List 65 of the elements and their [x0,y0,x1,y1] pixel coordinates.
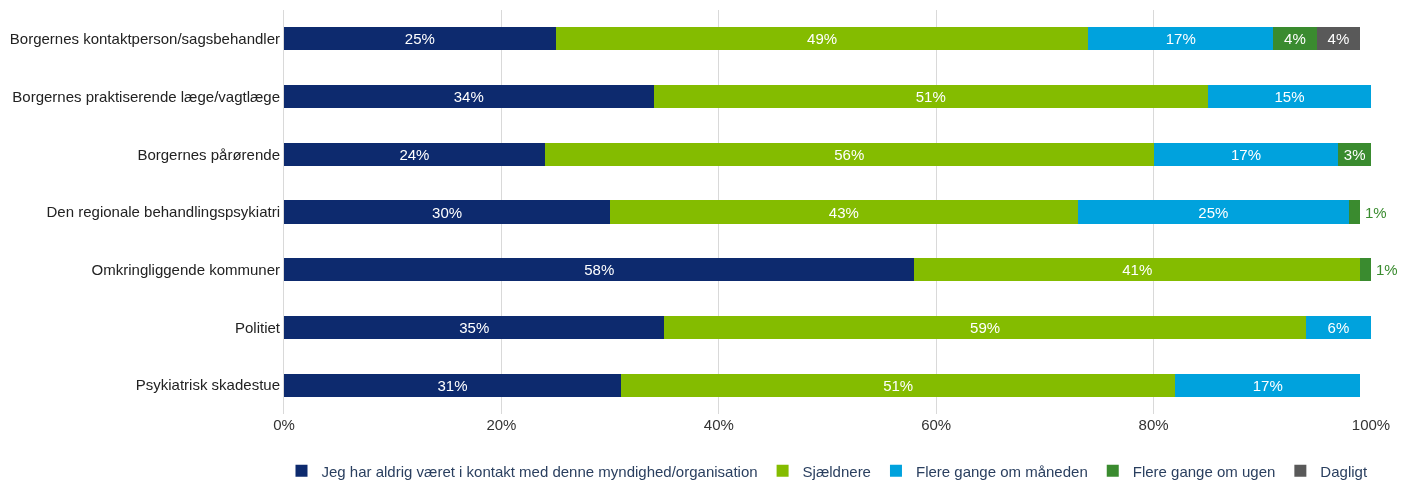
legend-label: Flere gange om ugen [1132,462,1276,480]
data-label: 34% [453,88,484,106]
bar [664,315,1306,339]
y-tick-label: Den regionale behandlingspsykiatri [46,203,280,221]
data-label: 1% [1365,204,1387,221]
bar [1088,27,1274,51]
bar [284,85,654,109]
data-label: 4% [1327,30,1350,48]
data-label: 35% [459,318,490,336]
y-tick-label: Borgernes pårørende [137,145,280,163]
x-tick-label: 80% [1138,416,1169,433]
x-tick-label: 0% [273,416,295,433]
data-label: 17% [1252,376,1283,394]
bar [620,373,1176,397]
bar [555,27,1089,51]
bar [1077,200,1350,224]
bar [914,258,1361,282]
x-tick-label: 60% [921,416,952,433]
data-label: 59% [970,318,1001,336]
bar [1175,373,1361,397]
data-label: 30% [432,203,463,221]
data-label: 58% [584,261,615,279]
x-tick-label: 100% [1351,416,1391,433]
y-tick-label: Borgernes praktiserende læge/vagtlæge [12,87,280,105]
data-label: 31% [437,376,468,394]
y-tick-label: Borgernes kontaktperson/sagsbehandler [9,30,280,48]
data-label: 24% [399,145,430,163]
data-label: 1% [1376,261,1398,278]
bar [284,142,545,166]
data-label: 43% [828,203,859,221]
data-label: 51% [883,376,914,394]
bar [1305,315,1371,339]
bar [653,85,1208,109]
legend-label: Dagligt [1320,462,1368,480]
x-tick-label: 40% [703,416,734,433]
bar [1207,85,1371,109]
data-label: 41% [1122,261,1153,279]
data-label: 49% [807,30,838,48]
bar [610,200,1078,224]
y-tick-label: Politiet [234,318,281,336]
data-label: 6% [1327,318,1350,336]
data-label: 4% [1284,30,1306,48]
x-tick-label: 20% [486,416,517,433]
data-label: 15% [1274,88,1305,106]
bar [1349,200,1361,224]
legend-label: Sjældnere [802,462,871,480]
y-tick-label: Psykiatrisk skadestue [135,376,280,394]
data-label: 56% [834,145,865,163]
data-label: 17% [1230,145,1262,163]
data-label: 25% [404,30,435,48]
data-label: 25% [1198,203,1229,221]
bar [284,200,611,224]
bar [1153,142,1339,166]
bar [284,373,621,397]
legend-label: Jeg har aldrig været i kontakt med denne myndighed/organisation [321,462,758,480]
bar [284,258,915,282]
data-label: 51% [915,88,946,106]
bar [284,315,665,339]
bar [1360,258,1371,282]
bar [544,142,1154,166]
data-label: 17% [1165,30,1196,48]
bar [284,27,556,51]
y-tick-label: Omkringliggende kommuner [91,260,280,278]
data-label: 3% [1343,145,1366,163]
legend-label: Flere gange om måneden [915,462,1088,480]
